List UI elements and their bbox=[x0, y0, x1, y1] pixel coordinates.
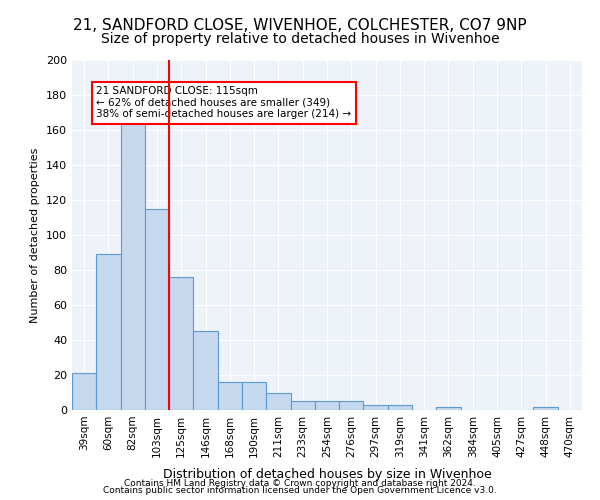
Bar bbox=[169, 277, 193, 410]
Bar bbox=[145, 209, 169, 410]
Bar bbox=[72, 373, 96, 410]
Text: Size of property relative to detached houses in Wivenhoe: Size of property relative to detached ho… bbox=[101, 32, 499, 46]
Bar bbox=[121, 112, 145, 410]
Bar bbox=[533, 406, 558, 410]
Text: 21 SANDFORD CLOSE: 115sqm
← 62% of detached houses are smaller (349)
38% of semi: 21 SANDFORD CLOSE: 115sqm ← 62% of detac… bbox=[96, 86, 352, 120]
Bar bbox=[290, 401, 315, 410]
Bar bbox=[96, 254, 121, 410]
Bar bbox=[436, 406, 461, 410]
Y-axis label: Number of detached properties: Number of detached properties bbox=[31, 148, 40, 322]
Bar bbox=[266, 392, 290, 410]
Text: 21, SANDFORD CLOSE, WIVENHOE, COLCHESTER, CO7 9NP: 21, SANDFORD CLOSE, WIVENHOE, COLCHESTER… bbox=[73, 18, 527, 32]
Bar bbox=[193, 331, 218, 410]
Bar bbox=[242, 382, 266, 410]
Bar bbox=[364, 405, 388, 410]
Bar bbox=[339, 401, 364, 410]
Bar bbox=[315, 401, 339, 410]
Text: Contains HM Land Registry data © Crown copyright and database right 2024.: Contains HM Land Registry data © Crown c… bbox=[124, 478, 476, 488]
Text: Contains public sector information licensed under the Open Government Licence v3: Contains public sector information licen… bbox=[103, 486, 497, 495]
Bar bbox=[388, 405, 412, 410]
X-axis label: Distribution of detached houses by size in Wivenhoe: Distribution of detached houses by size … bbox=[163, 468, 491, 481]
Bar bbox=[218, 382, 242, 410]
